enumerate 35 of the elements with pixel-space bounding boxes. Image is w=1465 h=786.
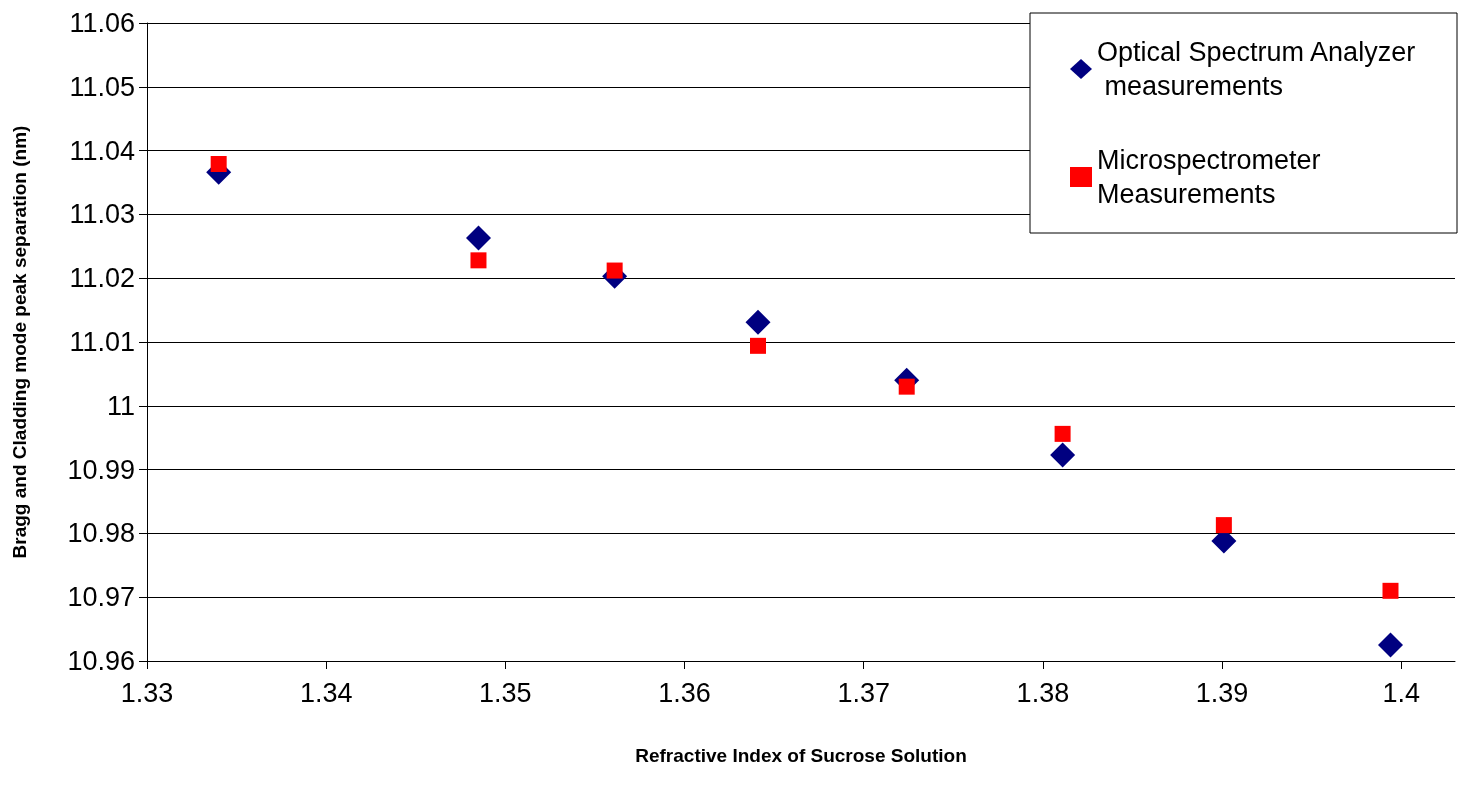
y-tick-label: 10.98 [67, 518, 135, 549]
point [1050, 442, 1076, 468]
legend-label: Microspectrometer Measurements [1097, 145, 1329, 209]
y-tick-label: 10.99 [67, 454, 135, 485]
point [465, 225, 491, 251]
point [210, 156, 227, 172]
x-tick-label: 1.38 [1016, 677, 1070, 708]
x-tick-label: 1.36 [658, 677, 711, 708]
legend-label: Optical Spectrum Analyzer measurements [1097, 37, 1416, 101]
x-tick-label: 1.4 [1382, 677, 1421, 708]
point [1378, 632, 1403, 658]
y-tick-label: 10.97 [67, 582, 135, 613]
point [745, 309, 771, 335]
point [606, 262, 623, 279]
y-tick-label: 11.04 [69, 135, 135, 166]
point [470, 252, 487, 269]
x-tick-label: 1.39 [1195, 677, 1249, 708]
y-tick-label: 11 [106, 390, 135, 421]
point [1215, 517, 1232, 534]
x-tick-label: 1.34 [299, 677, 353, 708]
y-tick-label: 11.01 [69, 327, 135, 357]
y-tick-label: 11.03 [69, 199, 135, 230]
y-axis-title: Bragg and Cladding mode peak separation (nm) [9, 125, 30, 559]
point [898, 378, 915, 395]
point [1382, 582, 1399, 599]
point [1054, 425, 1071, 442]
x-tick-label: 1.33 [120, 677, 174, 708]
y-tick-label: 11.02 [69, 263, 135, 294]
point [750, 337, 766, 354]
x-tick-label: 1.37 [837, 677, 890, 708]
y-tick-label: 10.96 [67, 646, 135, 676]
x-axis-title: Refractive Index of Sucrose Solution [635, 745, 967, 766]
y-tick-label: 11.05 [69, 71, 135, 102]
y-tick-label: 11.06 [69, 8, 135, 38]
x-tick-label: 1.35 [479, 677, 532, 708]
